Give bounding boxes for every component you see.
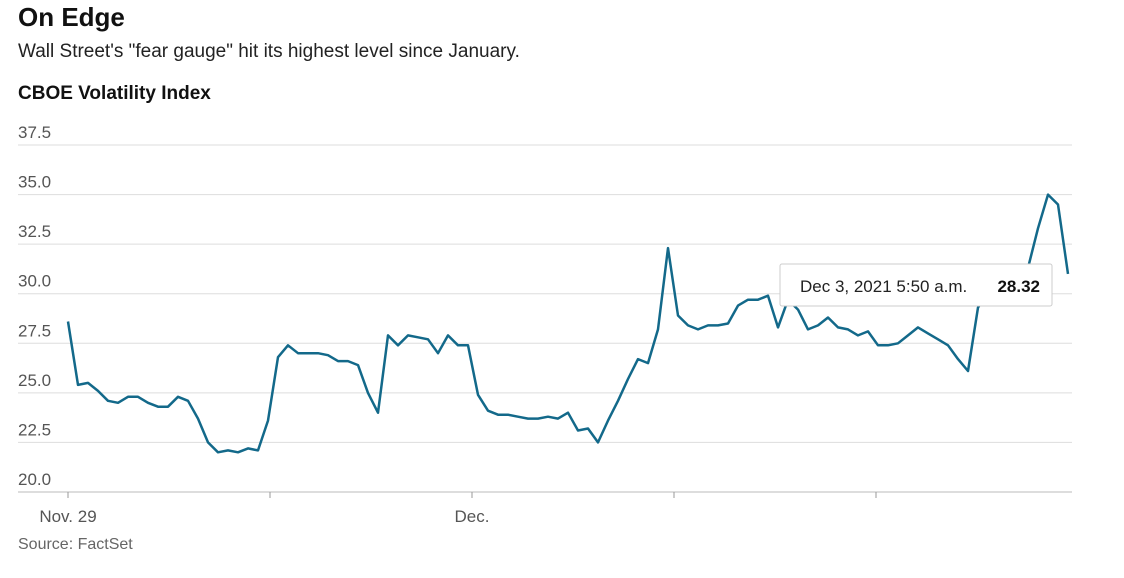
y-axis-title: CBOE Volatility Index <box>18 83 211 104</box>
y-tick-label: 30.0 <box>18 272 51 291</box>
chart-title: On Edge <box>18 2 125 32</box>
y-tick-label: 37.5 <box>18 123 51 142</box>
y-tick-label: 25.0 <box>18 371 51 390</box>
y-tick-label: 35.0 <box>18 173 51 192</box>
source: Source: FactSet <box>18 536 133 553</box>
y-tick-label: 32.5 <box>18 222 51 241</box>
y-tick-label: 22.5 <box>18 420 51 439</box>
chart-subtitle: Wall Street's "fear gauge" hit its highe… <box>18 41 520 62</box>
tooltip-box <box>779 263 1053 307</box>
tooltip-label: Dec 3, 2021 5:50 a.m. <box>800 277 967 296</box>
x-tick-label: Dec. <box>455 507 490 526</box>
x-tick-label: Nov. 29 <box>39 507 96 526</box>
y-tick-label: 20.0 <box>18 470 51 489</box>
y-tick-label: 27.5 <box>18 321 51 340</box>
tooltip-value: 28.32 <box>997 277 1040 296</box>
data-line <box>66 193 1070 454</box>
